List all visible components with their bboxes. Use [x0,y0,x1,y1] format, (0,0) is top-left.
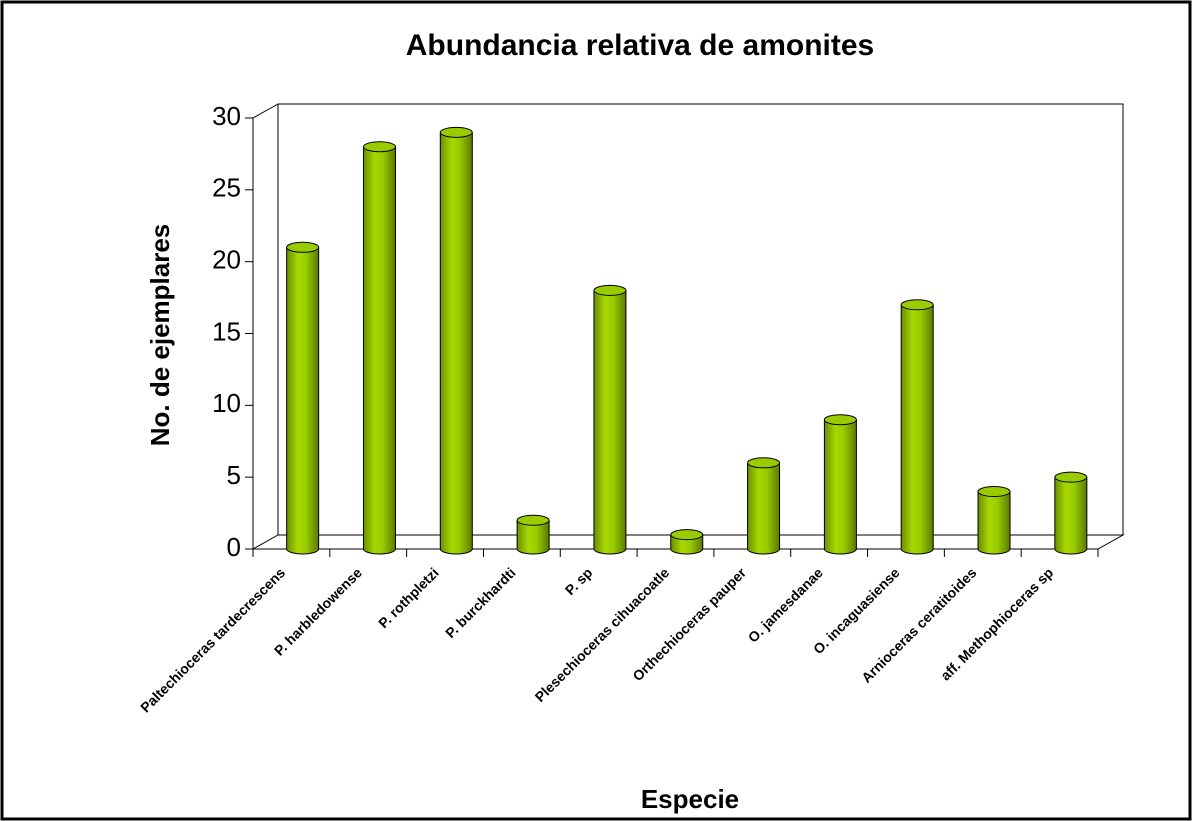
bar-side [593,290,627,555]
bar-top [362,141,396,153]
y-tick-label: 10 [212,388,241,418]
floor [251,534,1125,550]
bar-top [900,299,934,311]
bar-top [977,486,1011,498]
bar-side [439,132,473,555]
bar-side [900,304,934,555]
y-tick-label: 15 [212,316,241,346]
bar-side [823,419,857,555]
bar-side [977,491,1011,555]
chart-title: Abundancia relativa de amonites [406,29,874,62]
bar-top [823,414,857,426]
bar-top [286,241,320,253]
y-tick-label: 0 [227,532,241,562]
bar-top [439,126,473,138]
bar-top [670,529,704,541]
bar-top [1054,471,1088,483]
y-tick-label: 25 [212,173,241,203]
y-axis-title: No. de ejemplares [145,224,175,447]
y-tick-label: 30 [212,101,241,131]
bar-side [747,462,781,555]
bar-top [747,457,781,469]
bar-side [362,146,396,555]
bar-top [516,514,550,526]
x-axis-title: Especie [641,784,739,814]
y-tick-label: 5 [227,460,241,490]
bar-side [516,520,550,555]
bar-side [286,247,320,555]
bar-side [1054,477,1088,555]
side-wall-top [252,103,279,119]
bar-top [593,284,627,296]
y-tick-label: 20 [212,245,241,275]
